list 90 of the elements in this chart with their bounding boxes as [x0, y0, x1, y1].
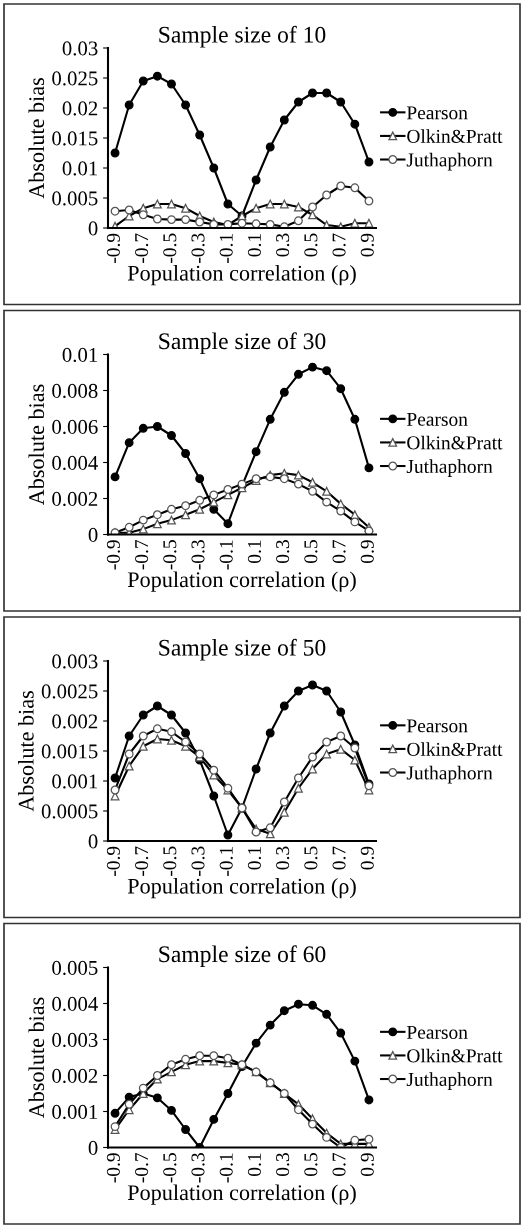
y-tick-label: 0 — [88, 834, 98, 849]
y-tick-label: 0.03 — [62, 41, 98, 56]
x-tick-label: 0.9 — [360, 540, 374, 563]
legend-label: Juthaphorn — [406, 152, 493, 171]
x-tick-label: -0.1 — [219, 540, 233, 570]
chart-title: Sample size of 50 — [159, 638, 326, 661]
x-tick-label: 0.3 — [276, 846, 290, 870]
x-tick-label: -0.9 — [106, 846, 120, 876]
x-tick-label: 0.7 — [332, 1152, 346, 1176]
x-axis-title: Population correlation (ρ) — [127, 1184, 356, 1205]
x-tick-label: 0.1 — [247, 847, 262, 870]
x-tick-label: 0.3 — [276, 540, 290, 563]
x-tick-label: 0.3 — [276, 1153, 290, 1176]
y-tick-label: 0.002 — [52, 714, 98, 729]
y-tick-label: 0 — [88, 221, 98, 236]
x-tick-label: -0.5 — [163, 233, 177, 263]
legend-label: Juthaphorn — [406, 1072, 493, 1090]
x-tick-label: 0.9 — [360, 233, 374, 257]
y-tick-label: 0.001 — [52, 1104, 98, 1120]
x-tick-label: 0.1 — [247, 540, 262, 563]
x-tick-label: -0.3 — [191, 540, 205, 570]
chart-title: Sample size of 10 — [159, 25, 326, 48]
x-tick-label: 0.3 — [276, 233, 290, 257]
x-tick-label: 0.7 — [332, 233, 346, 257]
y-tick-label: 0.0005 — [41, 804, 98, 819]
y-tick-label: 0.003 — [52, 1032, 98, 1048]
x-tick-label: -0.9 — [106, 233, 120, 263]
legend-label: Pearson — [406, 719, 468, 733]
x-axis-title: Population correlation (ρ) — [127, 878, 356, 899]
legend-label: Juthaphorn — [406, 459, 493, 477]
legend-label: Pearson — [406, 106, 468, 120]
y-tick-label: 0.005 — [52, 960, 98, 976]
legend-label: Juthaphorn — [406, 765, 493, 784]
x-tick-label: -0.7 — [135, 233, 149, 263]
x-tick-label: 0.5 — [304, 846, 318, 870]
x-tick-label: -0.7 — [135, 539, 149, 570]
x-tick-label: 0.1 — [247, 234, 262, 257]
legend-label: Olkin&Pratt — [407, 435, 503, 450]
x-tick-label: 0.5 — [304, 233, 318, 257]
x-tick-label: 0.9 — [360, 846, 374, 870]
x-tick-label: -0.5 — [163, 1153, 177, 1183]
legend-label: Olkin&Pratt — [407, 742, 503, 756]
y-axis-title: Absolute bias — [28, 78, 45, 199]
y-tick-label: 0.025 — [52, 71, 98, 86]
y-tick-label: 0.01 — [62, 161, 98, 176]
y-tick-label: 0.002 — [52, 491, 98, 507]
y-tick-label: 0.01 — [62, 347, 98, 363]
chart-title: Sample size of 30 — [159, 332, 326, 354]
y-axis-title: Absolute bias — [28, 997, 45, 1119]
legend-label: Olkin&Pratt — [407, 1048, 503, 1063]
x-tick-label: 0.9 — [360, 1153, 374, 1176]
legend-label: Olkin&Pratt — [407, 129, 503, 143]
x-tick-label: -0.7 — [135, 846, 149, 876]
y-tick-label: 0.0015 — [41, 744, 98, 759]
x-tick-label: -0.5 — [163, 540, 177, 570]
x-tick-label: -0.1 — [219, 234, 233, 263]
y-axis-title: Absolute bias — [18, 691, 34, 812]
x-tick-label: -0.3 — [191, 846, 205, 876]
x-tick-label: -0.1 — [219, 1153, 233, 1183]
x-tick-label: 0.5 — [304, 1153, 318, 1176]
y-tick-label: 0.005 — [52, 191, 98, 206]
y-tick-label: 0 — [88, 527, 98, 542]
y-tick-label: 0.003 — [52, 654, 98, 669]
x-tick-label: -0.3 — [191, 1153, 205, 1183]
x-axis-title: Population correlation (ρ) — [127, 265, 356, 286]
y-tick-label: 0.002 — [52, 1068, 98, 1084]
y-axis-title: Absolute bias — [28, 384, 45, 506]
legend-label: Pearson — [406, 412, 468, 426]
x-tick-label: -0.9 — [106, 540, 120, 570]
y-tick-label: 0.015 — [52, 131, 98, 146]
y-tick-label: 0.004 — [52, 996, 98, 1012]
legend-label: Pearson — [406, 1025, 468, 1039]
x-tick-label: -0.9 — [106, 1153, 120, 1183]
chart-title: Sample size of 60 — [159, 945, 326, 967]
x-tick-label: 0.7 — [332, 846, 346, 870]
x-tick-label: 0.1 — [247, 1153, 262, 1176]
x-tick-label: -0.1 — [219, 847, 233, 876]
y-tick-label: 0.008 — [52, 383, 98, 399]
x-tick-label: -0.5 — [163, 846, 177, 876]
y-tick-label: 0.001 — [52, 774, 98, 789]
y-tick-label: 0.0025 — [41, 684, 98, 699]
x-tick-label: -0.7 — [135, 1152, 149, 1183]
y-tick-label: 0.004 — [52, 455, 98, 471]
x-tick-label: -0.3 — [191, 233, 205, 263]
y-tick-label: 0.02 — [62, 101, 98, 116]
y-tick-label: 0.006 — [52, 419, 98, 435]
x-tick-label: 0.7 — [332, 539, 346, 563]
x-axis-title: Population correlation (ρ) — [127, 571, 356, 592]
x-tick-label: 0.5 — [304, 540, 318, 563]
y-tick-label: 0 — [88, 1140, 98, 1155]
